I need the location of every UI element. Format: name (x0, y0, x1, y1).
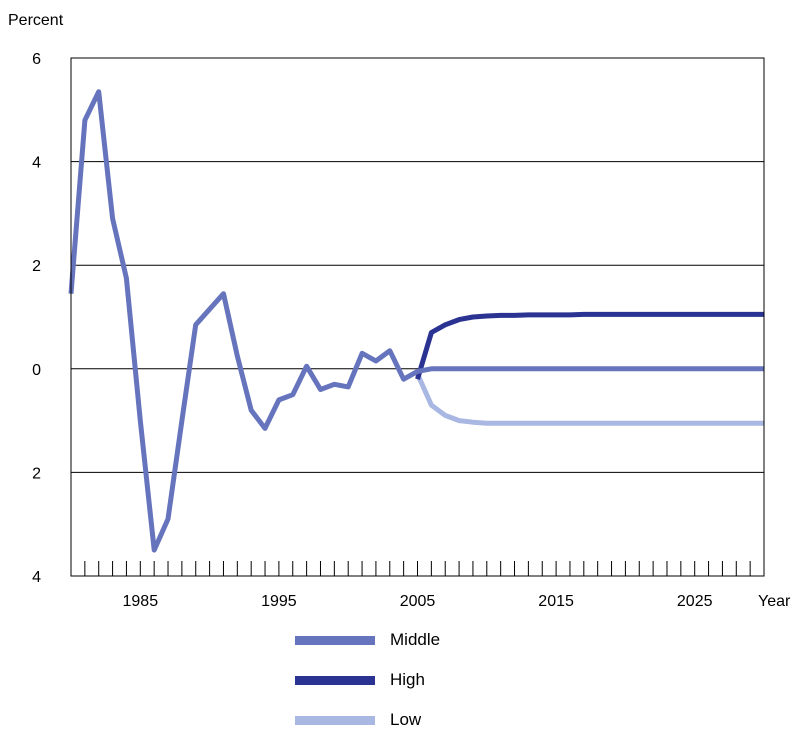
x-tick-label: 1985 (123, 593, 159, 610)
y-tick-label: 0 (32, 362, 41, 379)
legend-item-low: Low (295, 700, 440, 740)
line-chart: Percent 6 4 2 0 2 4 1985 1995 2005 2015 2025 Year (8, 12, 791, 610)
x-axis-title: Year (758, 593, 791, 610)
x-axis-ticks: 1985 1995 2005 2015 2025 (70, 561, 765, 610)
legend-swatch-low (295, 715, 375, 725)
legend-swatch-middle (295, 635, 375, 645)
gridlines (71, 161, 764, 473)
legend-swatch-high (295, 675, 375, 685)
y-axis-title: Percent (8, 12, 64, 29)
legend: Middle High Low (295, 620, 440, 740)
y-tick-label: 4 (32, 155, 41, 172)
legend-label-high: High (390, 670, 425, 689)
series-lines (68, 89, 764, 553)
legend-label-middle: Middle (390, 630, 441, 649)
x-tick-label: 2025 (677, 593, 713, 610)
series-line-middle (68, 89, 764, 553)
series-line-low (415, 372, 764, 426)
legend-label-low: Low (390, 710, 422, 729)
legend-item-high: High (295, 660, 440, 700)
y-tick-label: 2 (32, 465, 41, 482)
x-tick-label: 2005 (400, 593, 436, 610)
x-tick-label: 1995 (261, 593, 297, 610)
y-tick-label: 6 (32, 51, 41, 68)
y-axis-ticks: 6 4 2 0 2 4 (32, 51, 41, 586)
y-tick-label: 2 (32, 258, 41, 275)
plot-frame (70, 57, 765, 577)
series-line-high (415, 311, 764, 380)
x-tick-label: 2015 (538, 593, 574, 610)
y-tick-label: 4 (32, 569, 41, 586)
legend-item-middle: Middle (295, 620, 440, 660)
